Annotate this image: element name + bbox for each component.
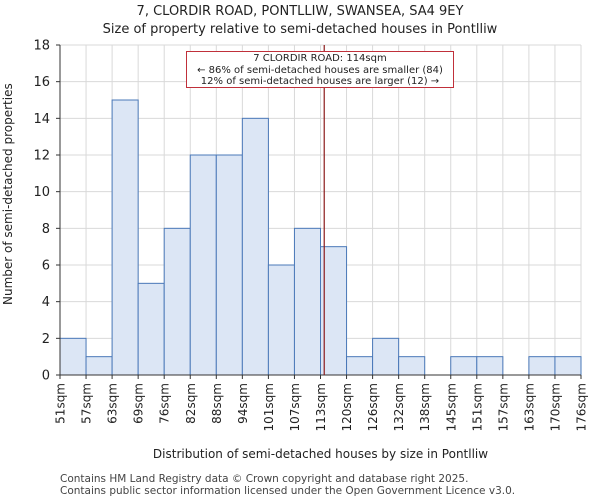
x-tick-label: 113sqm: [314, 383, 328, 431]
histogram-bar: [450, 356, 478, 376]
histogram-bar: [293, 227, 322, 376]
x-tick-label: 120sqm: [340, 383, 354, 431]
histogram-bar: [372, 337, 400, 376]
histogram-bar: [267, 264, 295, 376]
x-tick-label: 151sqm: [470, 383, 484, 431]
x-tick-label: 132sqm: [392, 383, 406, 431]
histogram-bar: [528, 356, 556, 376]
y-tick-label: 6: [42, 259, 50, 274]
y-tick-label: 16: [33, 75, 50, 90]
x-tick-label: 57sqm: [80, 383, 94, 424]
annotation-line-3: 12% of semi-detached houses are larger (…: [200, 76, 440, 87]
histogram-bar: [215, 154, 243, 376]
x-tick-label: 63sqm: [106, 383, 120, 424]
y-tick-label: 2: [42, 332, 50, 347]
histogram-bar: [59, 337, 87, 376]
x-axis-label: Distribution of semi-detached houses by …: [152, 447, 489, 461]
y-tick-label: 14: [33, 112, 50, 127]
x-tick-label: 76sqm: [158, 383, 172, 424]
y-tick-label: 18: [33, 39, 50, 54]
x-tick-label: 51sqm: [54, 383, 68, 424]
x-tick-label: 107sqm: [288, 383, 302, 431]
y-tick-label: 0: [42, 369, 50, 384]
x-tick-label: 101sqm: [262, 383, 276, 431]
x-tick-label: 69sqm: [132, 383, 146, 424]
x-tick-label: 88sqm: [210, 383, 224, 424]
x-tick-label: 157sqm: [496, 383, 510, 431]
histogram-bar: [320, 246, 348, 376]
x-tick-label: 145sqm: [444, 383, 458, 431]
histogram-bar: [85, 356, 113, 376]
y-tick-label: 8: [42, 222, 50, 237]
y-tick-label: 12: [33, 149, 50, 164]
property-annotation-box: 7 CLORDIR ROAD: 114sqm ← 86% of semi-det…: [186, 51, 454, 88]
histogram-bar: [111, 99, 139, 376]
x-tick-label: 82sqm: [184, 383, 198, 424]
histogram-bar: [241, 117, 269, 376]
histogram-bar: [137, 282, 165, 376]
chart-subtitle: Size of property relative to semi-detach…: [102, 22, 498, 37]
x-tick-label: 138sqm: [418, 383, 432, 431]
x-tick-label: 163sqm: [522, 383, 536, 431]
histogram-bar: [398, 356, 426, 376]
histogram-bar: [554, 356, 582, 376]
x-tick-label: 176sqm: [575, 383, 589, 431]
chart-title: 7, CLORDIR ROAD, PONTLLIW, SWANSEA, SA4 …: [136, 4, 464, 19]
y-tick-label: 10: [33, 185, 50, 200]
footer-licence: Contains public sector information licen…: [60, 485, 516, 497]
histogram-bar: [163, 227, 191, 376]
footer-copyright: Contains HM Land Registry data © Crown c…: [60, 473, 469, 485]
y-tick-label: 4: [42, 295, 50, 310]
annotation-line-2: ← 86% of semi-detached houses are smalle…: [197, 64, 443, 76]
x-tick-label: 126sqm: [366, 383, 380, 431]
y-axis-label: Number of semi-detached properties: [1, 83, 15, 305]
histogram-bar: [346, 356, 374, 376]
histogram-bar: [189, 154, 217, 376]
x-tick-label: 94sqm: [236, 383, 250, 424]
x-tick-label: 170sqm: [548, 383, 562, 431]
histogram-bar: [476, 356, 504, 376]
annotation-line-1: 7 CLORDIR ROAD: 114sqm: [253, 53, 387, 64]
